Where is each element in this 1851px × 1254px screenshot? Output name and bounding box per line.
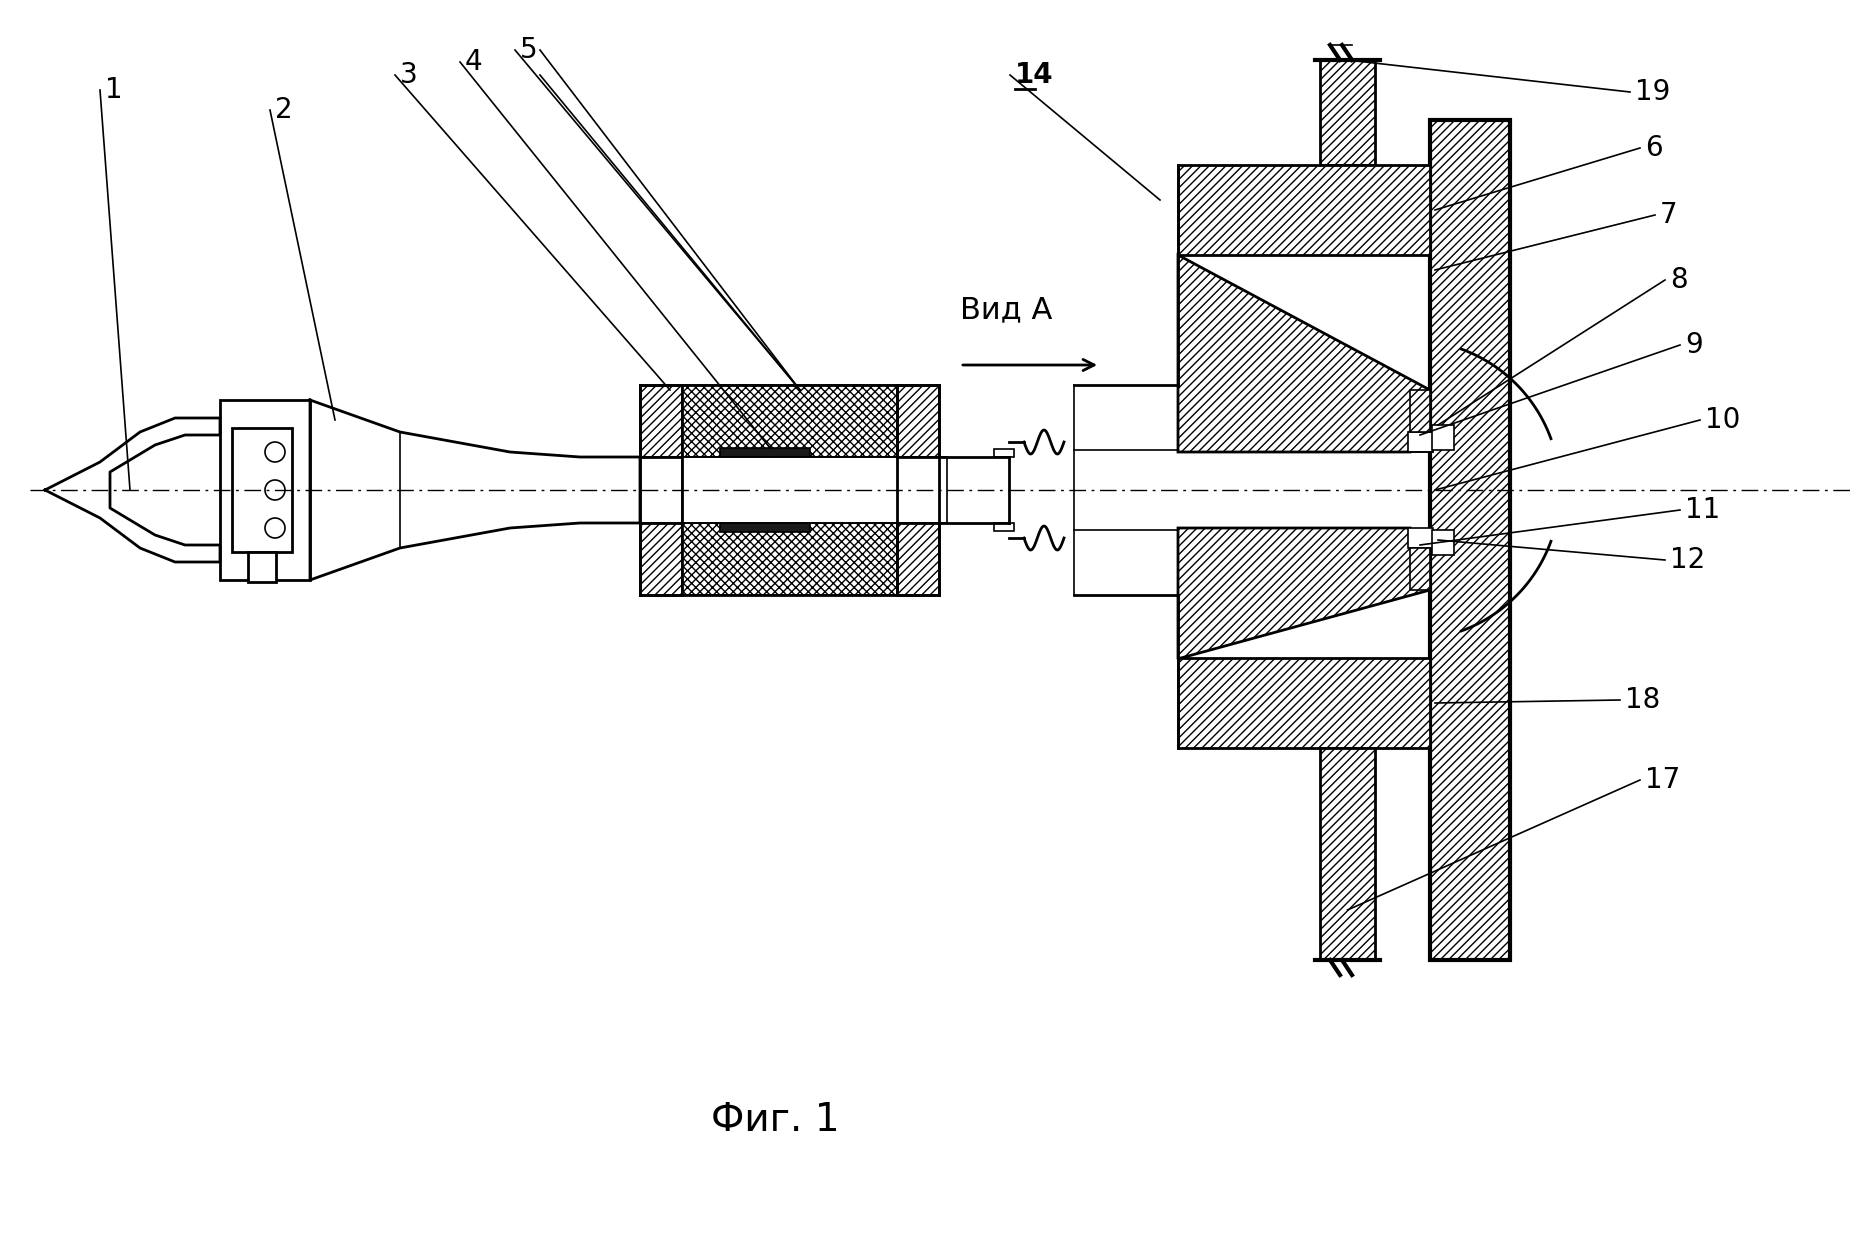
Bar <box>640 523 681 594</box>
Bar <box>1320 60 1375 166</box>
Bar <box>1177 658 1431 747</box>
Bar <box>220 400 309 581</box>
Text: 19: 19 <box>1634 78 1670 107</box>
Bar <box>898 385 938 456</box>
Text: 5: 5 <box>520 36 537 64</box>
Text: 18: 18 <box>1625 686 1660 714</box>
Bar <box>681 456 948 523</box>
Text: 1: 1 <box>106 76 122 104</box>
Bar <box>994 449 1014 456</box>
Text: 2: 2 <box>276 97 292 124</box>
Polygon shape <box>1177 528 1431 658</box>
Bar <box>1433 530 1455 556</box>
Bar <box>231 428 292 552</box>
Text: 8: 8 <box>1670 266 1688 293</box>
Bar <box>681 523 898 594</box>
Text: Вид А: Вид А <box>961 296 1053 325</box>
Text: Фиг. 1: Фиг. 1 <box>711 1101 839 1139</box>
Bar <box>1320 747 1375 961</box>
Polygon shape <box>1177 255 1431 451</box>
Bar <box>681 385 898 456</box>
Bar <box>1409 528 1433 548</box>
Text: 11: 11 <box>1684 497 1720 524</box>
Bar <box>1409 431 1433 451</box>
Text: 10: 10 <box>1705 406 1740 434</box>
Text: 3: 3 <box>400 61 418 89</box>
Polygon shape <box>1410 548 1431 589</box>
Bar <box>248 552 276 582</box>
Polygon shape <box>1410 390 1431 431</box>
Text: 14: 14 <box>1014 61 1053 89</box>
Text: 17: 17 <box>1646 766 1681 794</box>
Bar <box>1433 425 1455 450</box>
Bar <box>994 523 1014 530</box>
Text: 12: 12 <box>1670 545 1705 574</box>
Text: 4: 4 <box>465 48 483 76</box>
Text: 6: 6 <box>1646 134 1662 162</box>
Bar <box>640 385 681 456</box>
Bar <box>1177 166 1431 255</box>
Bar <box>898 523 938 594</box>
Bar <box>720 448 811 532</box>
Text: 7: 7 <box>1660 201 1677 229</box>
Bar <box>1431 120 1510 961</box>
Text: 9: 9 <box>1684 331 1703 359</box>
